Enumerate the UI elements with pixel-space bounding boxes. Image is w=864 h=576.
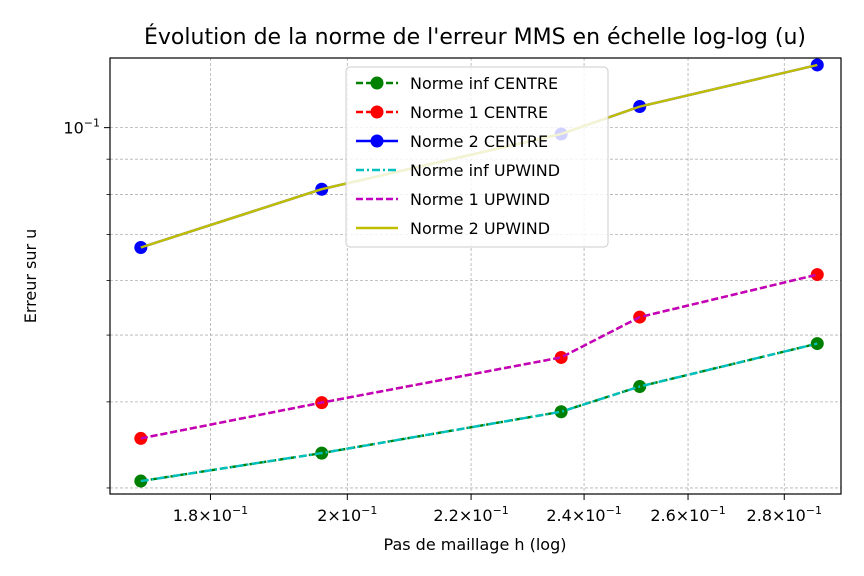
- legend-label: Norme 1 CENTRE: [410, 103, 548, 122]
- legend-label: Norme inf CENTRE: [410, 74, 558, 93]
- plot-frame: [109, 57, 842, 495]
- y-axis-label: Erreur sur u: [21, 229, 40, 324]
- legend-label: Norme 2 UPWIND: [410, 219, 550, 238]
- series-norme-1-centre: [134, 268, 824, 445]
- legend-label: Norme 1 UPWIND: [410, 190, 550, 209]
- data-point: [554, 405, 568, 419]
- legend-item: Norme inf UPWIND: [356, 161, 560, 180]
- chart-title: Évolution de la norme de l'erreur MMS en…: [144, 24, 806, 50]
- series-line: [140, 342, 818, 483]
- legend-item: Norme 2 UPWIND: [356, 219, 550, 238]
- series-norme-1-upwind: [140, 273, 818, 440]
- y-tick-label: 10−1: [63, 117, 100, 138]
- x-tick-label: 1.8×10−1: [173, 504, 248, 525]
- legend-marker: [370, 134, 384, 148]
- series-line: [140, 273, 818, 440]
- legend-marker: [370, 105, 384, 119]
- series-line: [140, 342, 818, 483]
- series-norme-inf-upwind: [140, 342, 818, 483]
- x-tick-label: 2.2×10−1: [433, 504, 508, 525]
- legend-item: Norme 1 CENTRE: [356, 103, 548, 122]
- legend-marker: [370, 76, 384, 90]
- x-tick-label: 2.8×10−1: [747, 504, 822, 525]
- legend-item: Norme 2 CENTRE: [356, 132, 548, 151]
- x-tick-label: 2×10−1: [317, 504, 377, 525]
- x-axis-ticks: 1.8×10−1 2×10−1 2.2×10−1 2.4×10−1 2.6×10−1 2.…: [173, 494, 822, 525]
- legend-label: Norme 2 CENTRE: [410, 132, 548, 151]
- data-point: [554, 350, 568, 364]
- legend-label: Norme inf UPWIND: [410, 161, 560, 180]
- legend-item: Norme inf CENTRE: [356, 74, 558, 93]
- legend-box: [345, 66, 609, 248]
- legend-item: Norme 1 UPWIND: [356, 190, 550, 209]
- y-axis-ticks: 10−1: [63, 117, 110, 489]
- x-tick-label: 2.4×10−1: [546, 504, 621, 525]
- x-axis-label: Pas de maillage h (log): [384, 535, 567, 554]
- legend: Norme inf CENTRE Norme 1 CENTRE Norme 2 CE…: [345, 66, 609, 248]
- data-point: [810, 268, 824, 282]
- x-tick-label: 2.6×10−1: [650, 504, 725, 525]
